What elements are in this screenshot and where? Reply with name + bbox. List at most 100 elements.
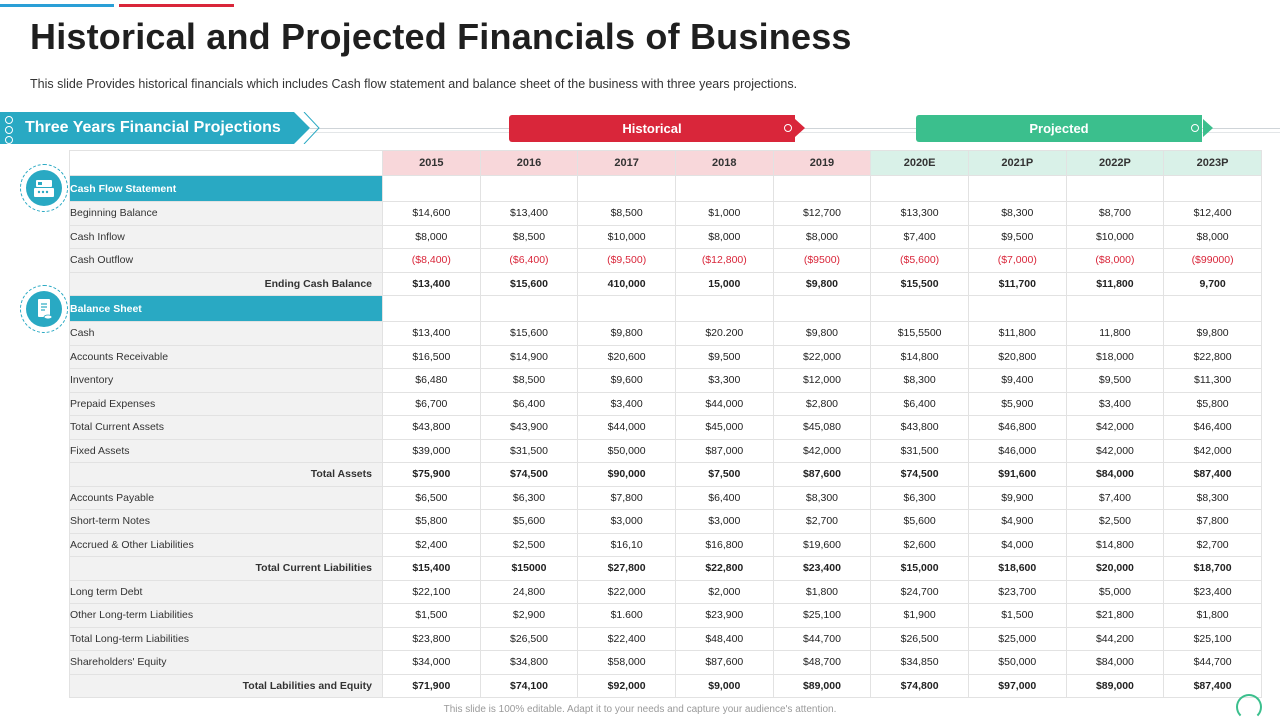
- value-cell: $14,900: [479, 344, 579, 369]
- row-label: Cash Outflow: [69, 248, 383, 273]
- table-row: Cash Inflow $8,000 $8,500 $10,000 $8,000 $8,0…: [69, 224, 1262, 249]
- empty-cell: [577, 175, 676, 202]
- table-row: Shareholders' Equity $34,000 $34,800 $58,00…: [69, 650, 1262, 675]
- value-cell: $25,100: [1163, 626, 1262, 651]
- value-cell: $15,400: [382, 556, 481, 581]
- value-cell: $1,800: [1163, 603, 1262, 628]
- value-cell: $22,000: [577, 579, 676, 604]
- value-cell: $8,500: [479, 368, 579, 393]
- value-cell: $23,400: [1163, 579, 1262, 604]
- empty-cell: [577, 295, 676, 322]
- value-cell: $31,500: [479, 438, 579, 463]
- value-cell: $5,000: [1065, 579, 1165, 604]
- table-row: Total Current Assets $43,800 $43,900 $44,00…: [69, 415, 1262, 440]
- year-header: 2020E: [870, 150, 969, 176]
- value-cell: $8,000: [674, 224, 774, 249]
- value-cell: $44,200: [1065, 626, 1165, 651]
- value-cell: $31,500: [870, 438, 969, 463]
- row-label: Beginning Balance: [69, 201, 383, 226]
- value-cell: $13,400: [479, 201, 579, 226]
- value-cell: 11,800: [1065, 321, 1165, 346]
- value-cell: $1.600: [577, 603, 676, 628]
- value-cell: $97,000: [967, 673, 1067, 698]
- value-cell: $11,800: [1065, 271, 1165, 296]
- value-cell: $27,800: [577, 556, 676, 581]
- value-cell: ($5,600): [870, 248, 969, 273]
- empty-cell: [967, 295, 1067, 322]
- value-cell: $87,600: [674, 650, 774, 675]
- value-cell: $19,600: [772, 532, 872, 557]
- value-cell: $22,100: [382, 579, 481, 604]
- value-cell: $20.200: [674, 321, 774, 346]
- value-cell: 15,000: [674, 271, 774, 296]
- value-cell: $5,600: [479, 509, 579, 534]
- value-cell: $7,400: [1065, 485, 1165, 510]
- value-cell: $87,400: [1163, 462, 1262, 487]
- value-cell: ($7,000): [967, 248, 1067, 273]
- value-cell: $90,000: [577, 462, 676, 487]
- table-row: Total Assets $75,900 $74,500 $90,000 $7,500 $…: [69, 462, 1262, 487]
- empty-cell: [1163, 295, 1262, 322]
- value-cell: $9,500: [967, 224, 1067, 249]
- historical-tag: Historical: [509, 115, 795, 142]
- value-cell: ($8,400): [382, 248, 481, 273]
- value-cell: ($9500): [772, 248, 872, 273]
- value-cell: $14,800: [1065, 532, 1165, 557]
- value-cell: $14,600: [382, 201, 481, 226]
- value-cell: $34,800: [479, 650, 579, 675]
- value-cell: $9,500: [1065, 368, 1165, 393]
- value-cell: $1,500: [967, 603, 1067, 628]
- footer-note: This slide is 100% editable. Adapt it to…: [443, 704, 837, 715]
- value-cell: $44,700: [772, 626, 872, 651]
- value-cell: $23,800: [382, 626, 481, 651]
- document-coins-icon: [20, 285, 68, 333]
- value-cell: $22,000: [772, 344, 872, 369]
- value-cell: $20,000: [1065, 556, 1165, 581]
- value-cell: $42,000: [1065, 438, 1165, 463]
- value-cell: $87,000: [674, 438, 774, 463]
- value-cell: $2,500: [479, 532, 579, 557]
- value-cell: $22,400: [577, 626, 676, 651]
- value-cell: $8,000: [1163, 224, 1262, 249]
- value-cell: $9,500: [674, 344, 774, 369]
- value-cell: $3,300: [674, 368, 774, 393]
- value-cell: $13,400: [382, 271, 481, 296]
- row-label: Other Long-term Liabilities: [69, 603, 383, 628]
- banner-dots-icon: [5, 116, 15, 146]
- value-cell: $3,400: [1065, 391, 1165, 416]
- value-cell: $42,000: [1065, 415, 1165, 440]
- value-cell: $10,000: [577, 224, 676, 249]
- banner-chevron-outline: [303, 112, 320, 144]
- row-label: Accounts Payable: [69, 485, 383, 510]
- value-cell: $74,800: [870, 673, 969, 698]
- value-cell: $89,000: [772, 673, 872, 698]
- empty-cell: [382, 175, 481, 202]
- value-cell: ($8,000): [1065, 248, 1165, 273]
- table-row: Total Labilities and Equity $71,900 $74,10…: [69, 673, 1262, 698]
- table-row: Total Current Liabilities $15,400 $15000 $2…: [69, 556, 1262, 581]
- row-label: Fixed Assets: [69, 438, 383, 463]
- value-cell: $43,900: [479, 415, 579, 440]
- section-header: Balance Sheet: [69, 295, 383, 322]
- year-header: 2022P: [1065, 150, 1165, 176]
- value-cell: $46,400: [1163, 415, 1262, 440]
- ring-icon: [1191, 124, 1199, 132]
- value-cell: $74,500: [870, 462, 969, 487]
- empty-cell: [479, 295, 579, 322]
- value-cell: $21,800: [1065, 603, 1165, 628]
- value-cell: $3,400: [577, 391, 676, 416]
- value-cell: $8,700: [1065, 201, 1165, 226]
- value-cell: $2,700: [772, 509, 872, 534]
- value-cell: $1,800: [772, 579, 872, 604]
- value-cell: $2,500: [1065, 509, 1165, 534]
- value-cell: $23,400: [772, 556, 872, 581]
- value-cell: $22,800: [1163, 344, 1262, 369]
- value-cell: $9,900: [967, 485, 1067, 510]
- table-row: Prepaid Expenses $6,700 $6,400 $3,400 $44,00…: [69, 391, 1262, 416]
- value-cell: $23,700: [967, 579, 1067, 604]
- value-cell: $18,700: [1163, 556, 1262, 581]
- value-cell: $2,400: [382, 532, 481, 557]
- value-cell: $12,400: [1163, 201, 1262, 226]
- value-cell: $12,700: [772, 201, 872, 226]
- empty-cell: [1065, 295, 1165, 322]
